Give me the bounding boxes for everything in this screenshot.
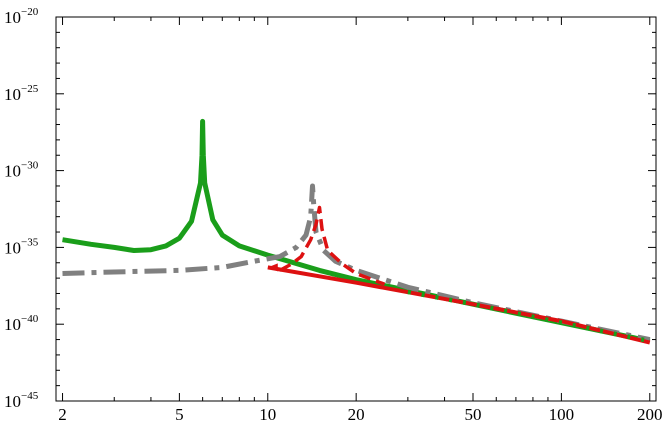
plot-frame bbox=[55, 16, 657, 402]
series-line-3 bbox=[279, 205, 386, 286]
y-tick-label: 10−30 bbox=[4, 160, 39, 181]
y-tick-label: 10−35 bbox=[4, 236, 39, 257]
y-axis-ticks: 10−45 10−40 10−35 10−30 10−25 10−20 bbox=[4, 6, 656, 411]
x-tick-label: 100 bbox=[549, 405, 575, 424]
x-tick-label: 2 bbox=[58, 405, 67, 424]
series-group bbox=[62, 118, 651, 345]
x-tick-label: 5 bbox=[175, 405, 184, 424]
y-tick-label: 10−45 bbox=[4, 390, 39, 411]
y-tick-label: 10−40 bbox=[4, 313, 39, 334]
red-line-marker bbox=[267, 263, 278, 272]
x-tick-label: 10 bbox=[259, 405, 276, 424]
series-line-1 bbox=[62, 118, 651, 344]
y-tick-label: 10−20 bbox=[4, 6, 39, 27]
series-line-2 bbox=[62, 183, 651, 343]
x-tick-label: 20 bbox=[348, 405, 365, 424]
y-tick-label: 10−25 bbox=[4, 83, 39, 104]
x-tick-label: 50 bbox=[465, 405, 482, 424]
series-line-4 bbox=[267, 265, 651, 345]
x-axis-ticks: 2 5 10 20 50 100 200 bbox=[58, 17, 663, 424]
x-tick-label: 200 bbox=[637, 405, 663, 424]
